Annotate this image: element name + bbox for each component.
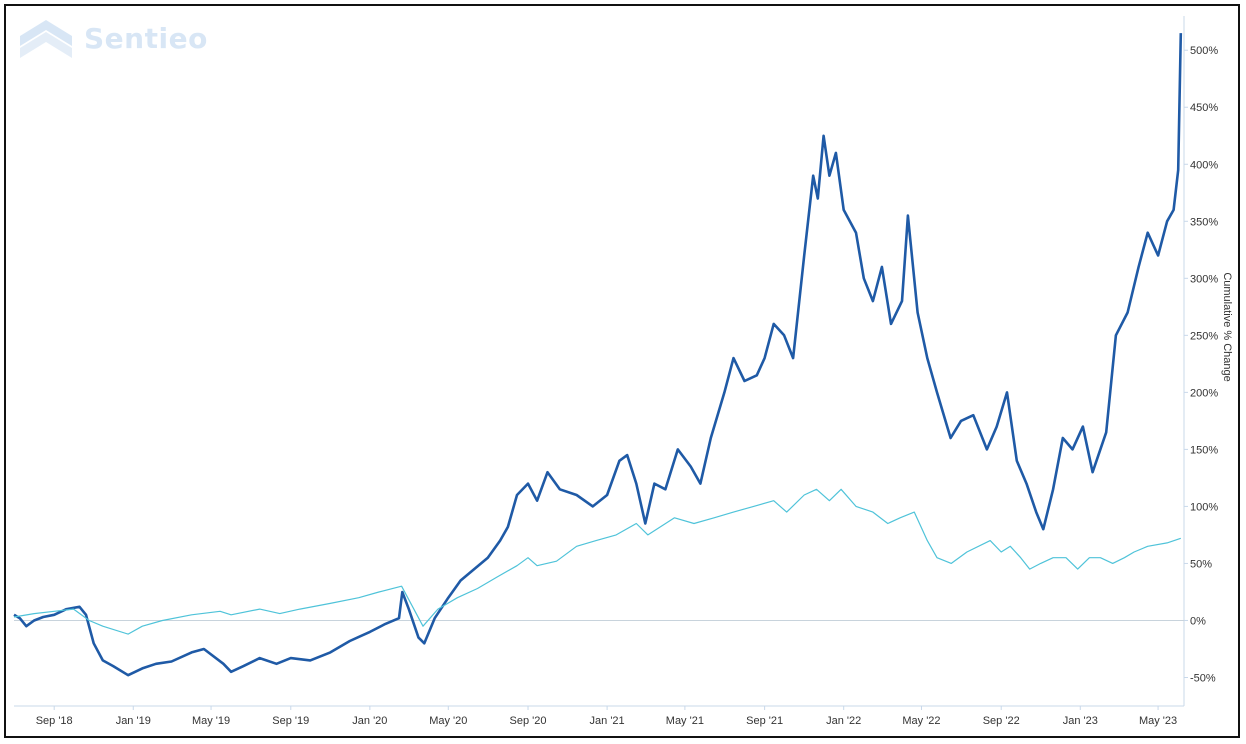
y-tick-label: 350% xyxy=(1190,216,1218,228)
sentieo-chevron-logo-icon xyxy=(20,20,72,58)
y-tick-label: 400% xyxy=(1190,159,1218,171)
x-tick-label: May '23 xyxy=(1139,715,1177,727)
y-tick-label: 50% xyxy=(1190,558,1212,570)
y-tick-label: 200% xyxy=(1190,387,1218,399)
y-tick-label: 100% xyxy=(1190,501,1218,513)
x-tick-label: Jan '23 xyxy=(1063,715,1098,727)
y-tick-label: 500% xyxy=(1190,45,1218,57)
x-tick-label: Jan '22 xyxy=(826,715,861,727)
y-tick-label: 150% xyxy=(1190,444,1218,456)
y-tick-label: 300% xyxy=(1190,273,1218,285)
brand-watermark: Sentieo xyxy=(18,16,208,60)
y-tick-label: 250% xyxy=(1190,330,1218,342)
x-tick-label: May '21 xyxy=(666,715,704,727)
brand-name: Sentieo xyxy=(84,21,208,55)
x-tick-label: Sep '21 xyxy=(746,715,783,727)
x-tick-label: May '20 xyxy=(429,715,467,727)
x-tick-label: Sep '19 xyxy=(272,715,309,727)
y-axis-title: Cumulative % Change xyxy=(1221,272,1233,381)
x-tick-label: Sep '20 xyxy=(510,715,547,727)
x-tick-label: Sep '18 xyxy=(36,715,73,727)
y-tick-label: 0% xyxy=(1190,615,1206,627)
x-tick-label: Jan '21 xyxy=(590,715,625,727)
series-2-line xyxy=(13,488,1181,635)
line-chart: -50% 0% 50% 100% 150% 200% 250% 300% 350% 400% 450… xyxy=(13,16,1233,727)
x-tick-label: Sep '22 xyxy=(983,715,1020,727)
x-tick-label: May '22 xyxy=(902,715,940,727)
x-tick-label: Jan '20 xyxy=(352,715,387,727)
y-tick-label: 450% xyxy=(1190,102,1218,114)
x-tick-label: May '19 xyxy=(192,715,230,727)
series-1-line xyxy=(13,33,1183,677)
chart-frame: Sentieo -50% 0% 50% 100% 150% 200% 250% 300% 350… xyxy=(4,4,1240,738)
y-tick-label: -50% xyxy=(1190,672,1216,684)
x-tick-label: Jan '19 xyxy=(116,715,151,727)
